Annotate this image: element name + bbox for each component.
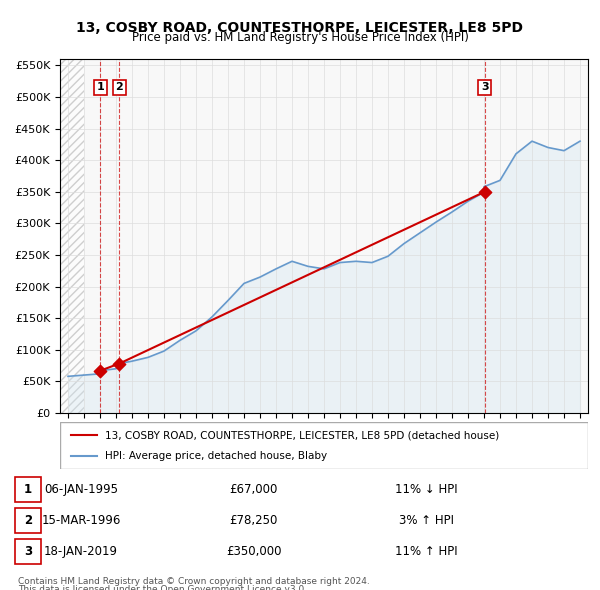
Text: 1: 1 [24,483,32,496]
Point [95,366,105,375]
Text: 1: 1 [97,83,104,92]
Point [115,359,124,368]
Text: 06-JAN-1995: 06-JAN-1995 [44,483,118,496]
Text: £78,250: £78,250 [230,514,278,527]
Text: 13, COSBY ROAD, COUNTESTHORPE, LEICESTER, LE8 5PD: 13, COSBY ROAD, COUNTESTHORPE, LEICESTER… [77,21,523,35]
Text: 11% ↓ HPI: 11% ↓ HPI [395,483,458,496]
Text: 13, COSBY ROAD, COUNTESTHORPE, LEICESTER, LE8 5PD (detached house): 13, COSBY ROAD, COUNTESTHORPE, LEICESTER… [105,430,499,440]
Text: 3: 3 [481,83,488,92]
Text: £350,000: £350,000 [226,545,281,558]
Text: 3: 3 [24,545,32,558]
FancyBboxPatch shape [15,508,41,533]
Text: This data is licensed under the Open Government Licence v3.0.: This data is licensed under the Open Gov… [18,585,307,590]
Text: 11% ↑ HPI: 11% ↑ HPI [395,545,458,558]
Text: 2: 2 [115,83,123,92]
Point [480,187,490,196]
Text: 18-JAN-2019: 18-JAN-2019 [44,545,118,558]
Text: Price paid vs. HM Land Registry's House Price Index (HPI): Price paid vs. HM Land Registry's House … [131,31,469,44]
Text: 3% ↑ HPI: 3% ↑ HPI [399,514,454,527]
Text: 2: 2 [24,514,32,527]
FancyBboxPatch shape [15,539,41,565]
Text: £67,000: £67,000 [230,483,278,496]
FancyBboxPatch shape [60,422,588,469]
FancyBboxPatch shape [15,477,41,502]
Text: 15-MAR-1996: 15-MAR-1996 [41,514,121,527]
Text: HPI: Average price, detached house, Blaby: HPI: Average price, detached house, Blab… [105,451,327,461]
Text: Contains HM Land Registry data © Crown copyright and database right 2024.: Contains HM Land Registry data © Crown c… [18,577,370,586]
